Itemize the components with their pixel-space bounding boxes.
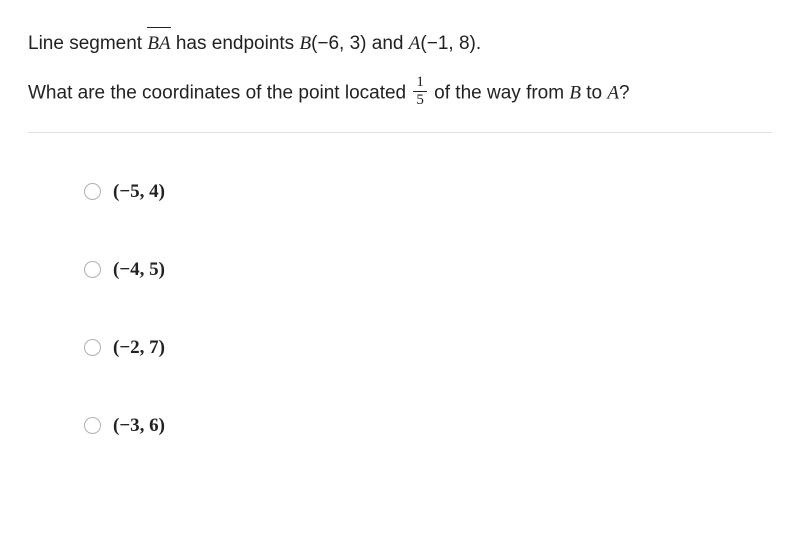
to-var: A — [607, 82, 619, 103]
option-d-label: (−3, 6) — [113, 415, 165, 437]
option-b-label: (−4, 5) — [113, 259, 165, 281]
point-b-var: B — [299, 33, 311, 54]
radio-icon — [84, 339, 101, 356]
option-b[interactable]: (−4, 5) — [84, 259, 772, 281]
question-line-1: Line segment BA has endpoints B(−6, 3) a… — [28, 28, 772, 59]
option-c[interactable]: (−2, 7) — [84, 337, 772, 359]
point-b-coords: (−6, 3) — [311, 33, 366, 54]
fraction-one-fifth: 15 — [413, 75, 427, 108]
q1-text-1: Line segment — [28, 33, 147, 54]
q2-text-2: of the way from — [429, 82, 569, 103]
option-a[interactable]: (−5, 4) — [84, 181, 772, 203]
question-line-2: What are the coordinates of the point lo… — [28, 77, 772, 110]
option-a-label: (−5, 4) — [113, 181, 165, 203]
q1-and: and — [367, 33, 409, 54]
radio-icon — [84, 183, 101, 200]
divider — [28, 132, 772, 133]
q2-to: to — [581, 82, 607, 103]
segment-ba: BA — [147, 28, 170, 59]
q1-text-2: has endpoints — [171, 33, 300, 54]
radio-icon — [84, 261, 101, 278]
point-a-var: A — [409, 33, 421, 54]
point-a-coords: (−1, 8) — [420, 33, 475, 54]
fraction-num: 1 — [413, 75, 427, 91]
options-group: (−5, 4) (−4, 5) (−2, 7) (−3, 6) — [28, 181, 772, 437]
q2-text-1: What are the coordinates of the point lo… — [28, 82, 411, 103]
option-c-label: (−2, 7) — [113, 337, 165, 359]
option-d[interactable]: (−3, 6) — [84, 415, 772, 437]
q1-end: . — [476, 33, 481, 54]
from-var: B — [569, 82, 581, 103]
q2-end: ? — [619, 82, 630, 103]
fraction-den: 5 — [413, 91, 427, 108]
radio-icon — [84, 417, 101, 434]
